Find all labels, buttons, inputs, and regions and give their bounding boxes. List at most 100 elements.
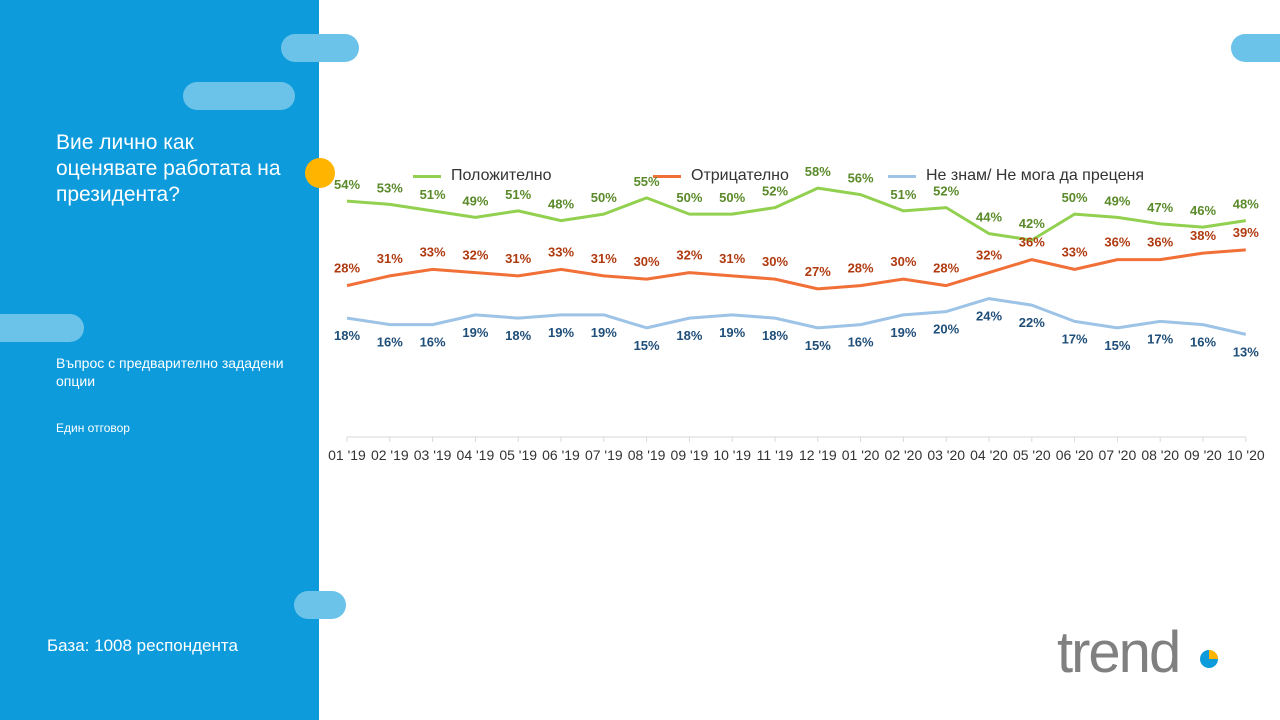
legend-unknown-label: Не знам/ Не мога да преценя [926, 167, 1145, 184]
legend-negative-label: Отрицателно [691, 167, 789, 184]
x-tick-label: 07 '20 [1099, 447, 1137, 463]
data-label-unknown: 19% [548, 325, 574, 340]
data-label-negative: 39% [1233, 225, 1259, 240]
data-label-negative: 27% [805, 264, 831, 279]
data-label-negative: 31% [377, 251, 403, 266]
sidebar [0, 0, 319, 720]
question-type: Въпрос с предварително зададени опции [56, 355, 284, 389]
data-label-unknown: 15% [634, 338, 660, 353]
data-label-unknown: 15% [1104, 338, 1130, 353]
data-label-positive: 50% [591, 190, 617, 205]
x-tick-label: 07 '19 [585, 447, 623, 463]
series-line-unknown [346, 297, 1247, 336]
data-label-negative: 33% [1062, 244, 1088, 259]
data-label-unknown: 17% [1062, 331, 1088, 346]
x-tick-label: 05 '20 [1013, 447, 1051, 463]
sample-base: База: 1008 респондента [47, 636, 238, 655]
x-tick-label: 06 '20 [1056, 447, 1094, 463]
trend-logo-text: trend [1057, 622, 1179, 682]
data-label-negative: 33% [548, 244, 574, 259]
data-label-positive: 50% [676, 190, 702, 205]
legend-negative-swatch [653, 174, 681, 178]
data-label-positive: 46% [1190, 203, 1216, 218]
data-label-unknown: 16% [377, 335, 403, 350]
data-label-unknown: 15% [805, 338, 831, 353]
decor-pill-1 [281, 34, 359, 62]
series-line-positive [346, 186, 1247, 242]
data-label-negative: 28% [933, 261, 959, 276]
data-label-negative: 28% [848, 261, 874, 276]
data-label-positive: 47% [1147, 200, 1173, 215]
data-label-positive: 49% [1104, 193, 1130, 208]
data-label-positive: 48% [1233, 197, 1259, 212]
data-label-positive: 50% [1062, 190, 1088, 205]
decor-pill-2 [183, 82, 295, 110]
survey-question: Вие лично как оценявате работата на през… [56, 131, 281, 206]
data-label-positive: 50% [719, 190, 745, 205]
x-tick-label: 12 '19 [799, 447, 837, 463]
data-label-positive: 44% [976, 210, 1002, 225]
data-label-unknown: 19% [890, 325, 916, 340]
data-label-positive: 54% [334, 177, 360, 192]
data-label-negative: 28% [334, 261, 360, 276]
answer-type: Един отговор [56, 421, 130, 435]
x-tick-label: 02 '20 [885, 447, 923, 463]
x-tick-label: 05 '19 [499, 447, 537, 463]
legend-unknown-swatch [888, 174, 916, 178]
legend-positive: Положително [413, 167, 552, 185]
x-tick-label: 04 '20 [970, 447, 1008, 463]
x-tick-label: 08 '19 [628, 447, 666, 463]
data-label-negative: 31% [591, 251, 617, 266]
data-label-unknown: 22% [1019, 315, 1045, 330]
x-tick-label: 09 '20 [1184, 447, 1222, 463]
data-label-positive: 55% [634, 174, 660, 189]
legend-unknown: Не знам/ Не мога да преценя [888, 167, 1144, 185]
x-tick-label: 03 '20 [927, 447, 965, 463]
data-label-unknown: 18% [762, 328, 788, 343]
data-label-unknown: 16% [848, 335, 874, 350]
data-label-positive: 51% [505, 187, 531, 202]
data-label-unknown: 16% [1190, 335, 1216, 350]
x-tick-label: 09 '19 [671, 447, 709, 463]
decor-pill-5 [1231, 34, 1280, 62]
data-label-unknown: 24% [976, 309, 1002, 324]
decor-pill-4 [294, 591, 346, 619]
data-label-unknown: 18% [505, 328, 531, 343]
data-label-unknown: 19% [591, 325, 617, 340]
legend-negative: Отрицателно [653, 167, 789, 185]
accent-dot [305, 158, 335, 188]
legend-positive-label: Положително [451, 167, 552, 184]
x-tick-label: 11 '19 [757, 447, 794, 463]
data-label-negative: 30% [762, 254, 788, 269]
chart-legend: Положително Отрицателно Не знам/ Не мога… [0, 167, 1280, 189]
data-label-unknown: 16% [420, 335, 446, 350]
data-label-negative: 30% [634, 254, 660, 269]
data-label-positive: 58% [805, 164, 831, 179]
data-label-negative: 32% [976, 248, 1002, 263]
data-label-positive: 51% [890, 187, 916, 202]
x-tick-label: 06 '19 [542, 447, 580, 463]
series-line-negative [346, 248, 1246, 291]
data-label-positive: 48% [548, 197, 574, 212]
x-tick-label: 03 '19 [414, 447, 452, 463]
x-tick-label: 02 '19 [371, 447, 409, 463]
x-tick-label: 10 '19 [713, 447, 751, 463]
data-label-unknown: 18% [334, 328, 360, 343]
data-label-unknown: 17% [1147, 331, 1173, 346]
data-label-positive: 52% [762, 184, 788, 199]
data-label-negative: 36% [1104, 235, 1130, 250]
trend-logo: trend [1057, 622, 1218, 682]
data-label-positive: 52% [933, 184, 959, 199]
x-tick-label: 01 '19 [328, 447, 366, 463]
data-label-negative: 31% [719, 251, 745, 266]
data-label-positive: 42% [1019, 216, 1045, 231]
data-label-positive: 49% [462, 193, 488, 208]
data-label-positive: 56% [848, 171, 874, 186]
data-label-negative: 36% [1019, 235, 1045, 250]
data-label-negative: 32% [676, 248, 702, 263]
x-tick-label: 01 '20 [842, 447, 880, 463]
legend-positive-swatch [413, 174, 441, 178]
data-label-positive: 53% [377, 180, 403, 195]
data-label-negative: 36% [1147, 235, 1173, 250]
